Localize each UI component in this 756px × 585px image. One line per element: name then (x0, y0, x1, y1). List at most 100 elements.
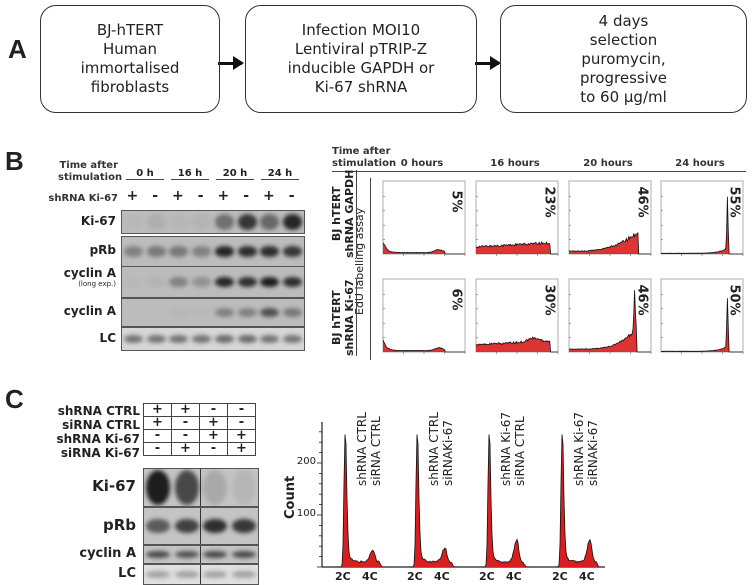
blot-lane (281, 237, 304, 266)
panel-b-label: B (5, 146, 24, 176)
arrow-icon (218, 56, 244, 70)
blot-lane (201, 508, 230, 544)
band (283, 214, 303, 230)
sign: - (152, 188, 159, 204)
condition-cell: - (199, 442, 228, 456)
series-label-line: siRNAKi-67 (586, 420, 600, 486)
blot-lane (236, 328, 259, 350)
box-line: fibroblasts (90, 78, 170, 96)
blot-lane (145, 299, 168, 326)
band (146, 335, 166, 343)
blot-lane (201, 546, 230, 563)
box-line: Ki-67 shRNA (314, 78, 408, 96)
band (192, 246, 212, 257)
blot-row-label: cyclin A (79, 546, 136, 561)
band (169, 276, 189, 288)
band (146, 246, 166, 257)
condition-row: - + - + (143, 442, 256, 456)
blot-lane (259, 237, 282, 266)
header-rule (332, 171, 746, 173)
band (124, 308, 143, 317)
blot-lane (259, 211, 282, 233)
series-label-line: shRNA CTRL (355, 412, 369, 486)
blot-lane (213, 328, 236, 350)
band (231, 570, 256, 579)
band (283, 335, 303, 343)
histogram-fill (476, 337, 558, 352)
blot-lane (213, 299, 236, 326)
blot-lane (145, 267, 168, 297)
blot-lane (145, 211, 168, 233)
blot-lane (201, 565, 230, 584)
band (146, 469, 171, 506)
shrna-label: shRNA Ki-67 (48, 193, 118, 204)
band (214, 214, 234, 230)
box-line: immortalised (80, 59, 180, 77)
percentage-label: 46% (634, 186, 650, 218)
band (260, 214, 280, 230)
blot-lane (213, 237, 236, 266)
condition-cell: + (171, 442, 200, 456)
series-label: shRNA Ki-67 siRNAKi-67 (572, 412, 600, 486)
blot-row-label: cyclin A (20, 298, 116, 325)
box-line: Infection MOI10 (301, 21, 421, 39)
row-label-line: BJ hTERT (330, 290, 343, 346)
y-axis-label: Count (283, 475, 298, 519)
time-label: 16 h (171, 168, 209, 180)
percentage-label: 6% (448, 288, 464, 311)
band (231, 469, 256, 506)
band (146, 551, 171, 558)
blot-lane (173, 469, 202, 506)
blot-lane (281, 211, 304, 233)
blot-lane (122, 328, 145, 350)
protein-name: Ki-67 (80, 214, 116, 228)
blot-strip (143, 507, 259, 545)
histogram-fill (476, 242, 558, 254)
box-line: selection (589, 30, 658, 49)
histogram-outline (476, 336, 558, 353)
blot-strip (143, 468, 259, 507)
box-line: puromycin, (581, 49, 666, 68)
series-label-line: shRNA Ki-67 (572, 412, 586, 486)
band (192, 335, 212, 343)
row-label-line: shRNA GAPDH (343, 169, 357, 258)
blot-strip (143, 564, 259, 585)
band (146, 518, 171, 534)
band (169, 214, 188, 229)
edu-histogram: 6% (377, 278, 467, 360)
blot-lane (213, 267, 236, 297)
condition-row: + - + - (143, 416, 256, 430)
percentage-label: 5% (448, 190, 464, 213)
row-label-line: BJ hTERT (330, 186, 343, 242)
blot-lane (201, 469, 230, 506)
percentage-label: 46% (634, 284, 650, 316)
histogram-fill (569, 290, 651, 352)
band (169, 308, 188, 317)
blot-lane (145, 328, 168, 350)
panel-c-label: C (5, 384, 24, 414)
box-line: Human (102, 40, 158, 58)
band (203, 469, 228, 506)
blot-lane (168, 211, 191, 233)
series-label-line: siRNA CTRL (513, 416, 527, 486)
blot-strip (121, 266, 305, 298)
edu-row-label: BJ hTERT shRNA GAPDH (330, 169, 357, 258)
blot-strip (143, 545, 259, 564)
blot-lane (259, 267, 282, 297)
box-line: Lentiviral pTRIP-Z (294, 40, 428, 58)
workflow-box: Infection MOI10 Lentiviral pTRIP-Z inducib… (245, 5, 477, 113)
band (147, 308, 166, 317)
histogram-outline (661, 298, 743, 353)
protein-name: cyclin A (63, 266, 116, 280)
box-line: 4 days (598, 11, 649, 30)
blot-row-label: pRb (102, 516, 136, 534)
histogram-fill (481, 434, 529, 567)
histogram-outline (337, 434, 385, 568)
band (169, 246, 189, 257)
blot-row-label: cyclin A (long exp.) (20, 266, 116, 296)
blot-lane (230, 508, 259, 544)
blot-lane (122, 267, 145, 297)
band (260, 307, 280, 318)
box-line: to 60 μg/ml (580, 87, 667, 106)
